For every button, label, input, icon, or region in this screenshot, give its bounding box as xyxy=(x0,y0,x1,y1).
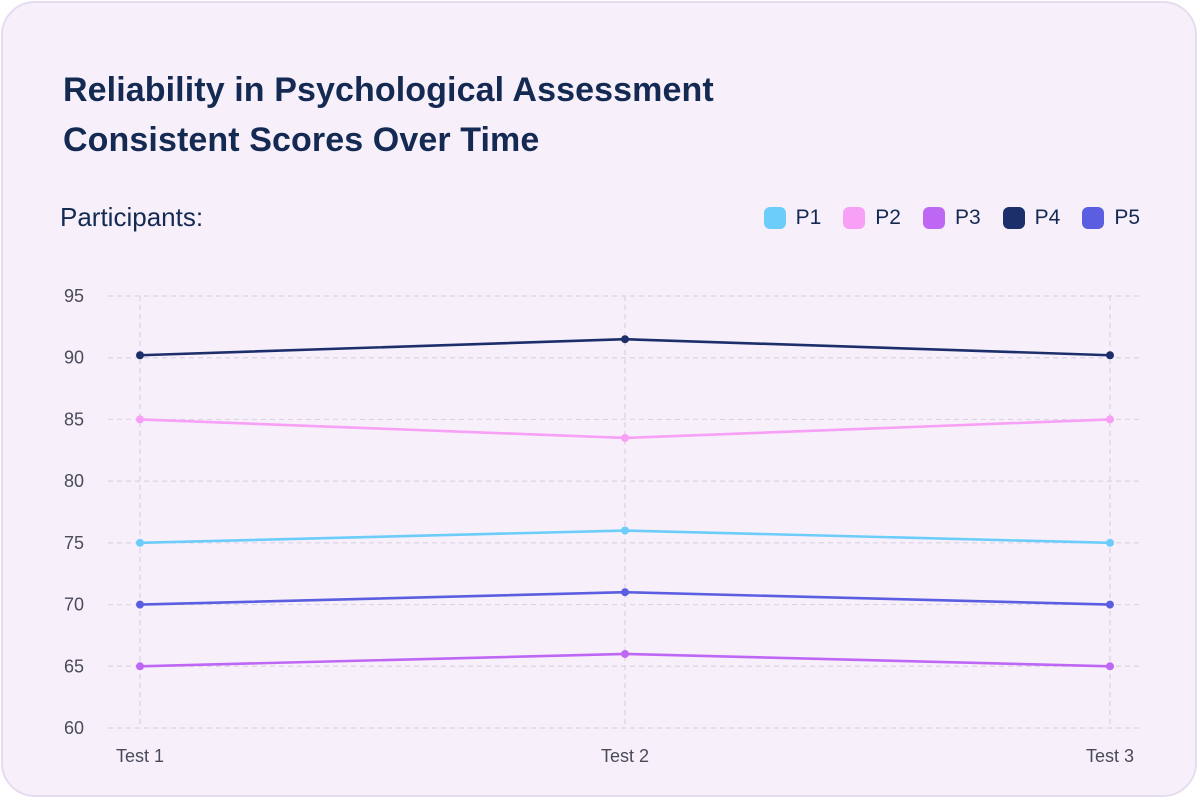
legend-swatch-p3 xyxy=(922,207,945,229)
y-tick-label-80: 80 xyxy=(64,471,84,491)
data-point-p5-1 xyxy=(136,600,144,609)
data-point-p2-3 xyxy=(1106,415,1114,424)
data-point-p4-2 xyxy=(621,335,629,344)
y-tick-label-60: 60 xyxy=(64,718,84,738)
data-point-p4-1 xyxy=(136,351,144,360)
data-point-p4-3 xyxy=(1106,351,1114,360)
legend-title: Participants: xyxy=(60,202,204,232)
y-tick-label-65: 65 xyxy=(64,656,84,676)
legend-label-p1: P1 xyxy=(795,206,822,229)
x-tick-label-2: Test 2 xyxy=(601,746,649,766)
data-point-p3-2 xyxy=(621,649,629,658)
chart-title: Reliability in Psychological Assessment … xyxy=(63,65,714,165)
data-point-p5-3 xyxy=(1106,600,1114,609)
legend-swatch-p4 xyxy=(1002,207,1025,229)
chart-title-line-2: Consistent Scores Over Time xyxy=(63,121,540,159)
legend-swatch-p2 xyxy=(843,207,866,229)
legend-item-p2: P2 xyxy=(843,206,901,230)
y-tick-label-70: 70 xyxy=(64,595,84,615)
chart-title-line-1: Reliability in Psychological Assessment xyxy=(63,71,714,109)
data-point-p5-2 xyxy=(621,588,629,597)
legend-label-p4: P4 xyxy=(1034,206,1061,229)
data-point-p2-2 xyxy=(621,433,629,442)
legend: P1 P2 P3 P4 P5 xyxy=(763,206,1140,230)
data-point-p3-3 xyxy=(1106,662,1114,671)
x-tick-label-3: Test 3 xyxy=(1086,746,1134,766)
y-tick-label-75: 75 xyxy=(64,533,84,553)
data-point-p1-1 xyxy=(136,538,144,547)
legend-item-p4: P4 xyxy=(1002,206,1061,230)
legend-label-p3: P3 xyxy=(954,206,981,229)
x-tick-label-1: Test 1 xyxy=(116,746,164,766)
legend-label-p2: P2 xyxy=(875,206,901,229)
data-point-p1-2 xyxy=(621,526,629,535)
legend-item-p1: P1 xyxy=(763,206,822,230)
y-tick-label-95: 95 xyxy=(64,286,84,306)
legend-label-p5: P5 xyxy=(1114,206,1140,229)
data-point-p2-1 xyxy=(136,415,144,424)
y-tick-label-85: 85 xyxy=(64,409,84,429)
data-point-p3-1 xyxy=(136,662,144,671)
legend-item-p3: P3 xyxy=(922,206,981,230)
y-tick-label-90: 90 xyxy=(64,348,84,368)
legend-swatch-p1 xyxy=(763,207,786,229)
data-point-p1-3 xyxy=(1106,538,1114,547)
legend-item-p5: P5 xyxy=(1082,206,1140,230)
legend-swatch-p5 xyxy=(1082,207,1105,229)
